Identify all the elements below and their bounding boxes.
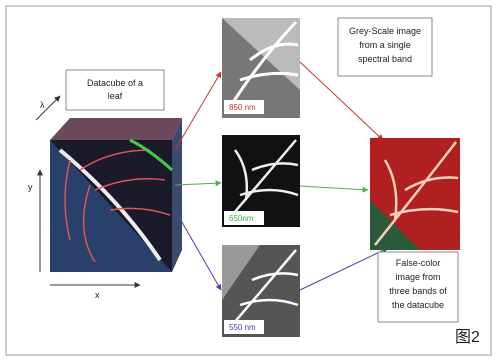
band-label: 850 nm	[229, 103, 256, 112]
diagram: λ y x Datacube of a leaf 850 nm 650nm 55…	[0, 0, 497, 361]
false-color-image	[370, 138, 460, 250]
axis-label: λ	[40, 100, 45, 110]
label-box	[66, 70, 164, 110]
note: from a single	[359, 40, 411, 50]
axis-label: x	[95, 290, 100, 300]
note: three bands of	[389, 286, 447, 296]
datacube	[50, 118, 182, 272]
note: Grey-Scale image	[349, 26, 421, 36]
band-label: 650nm	[229, 214, 254, 223]
note: spectral band	[358, 54, 412, 64]
note: False-color	[396, 258, 441, 268]
axis-label: y	[28, 182, 33, 192]
note: image from	[395, 272, 440, 282]
note: the datacube	[392, 300, 444, 310]
datacube-label: Datacube of a	[87, 78, 143, 88]
band-label: 550 nm	[229, 323, 256, 332]
datacube-label: leaf	[108, 91, 123, 101]
figure-label: 图2	[455, 329, 480, 346]
